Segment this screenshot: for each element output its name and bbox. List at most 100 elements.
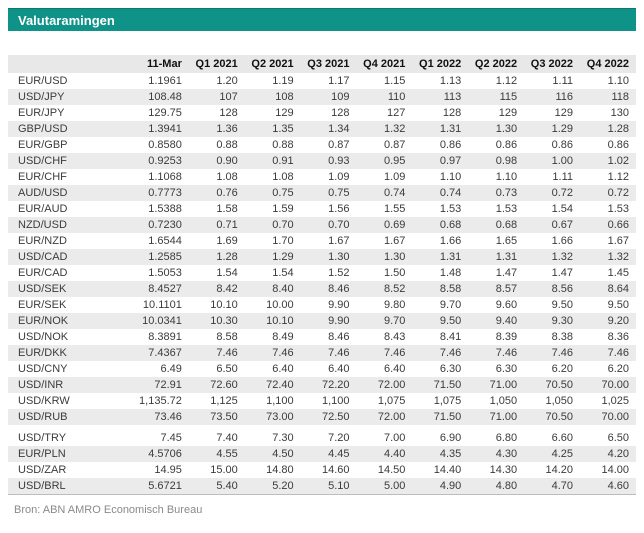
value-cell: 0.88: [272, 139, 294, 151]
table-row: USD/NOK 8.3891 8.58 8.49 8.46 8.43 8.41 8.39 8.3…: [8, 329, 636, 345]
value-cell: 71.50: [433, 411, 462, 423]
page-title: Valutaramingen: [18, 13, 115, 28]
pair-cell: EUR/CHF: [18, 171, 67, 183]
value-cell: 1,025: [601, 395, 629, 407]
value-cell: 1.65: [495, 235, 518, 247]
value-cell: 0.75: [328, 187, 350, 199]
value-cell: 10.00: [266, 299, 294, 311]
value-cell: 0.87: [328, 139, 350, 151]
value-cell: 72.50: [321, 411, 350, 423]
value-cell: 1,075: [433, 395, 462, 407]
value-cell: 1.35: [272, 123, 294, 135]
value-cell: 0.91: [272, 155, 294, 167]
value-cell: 4.55: [216, 448, 238, 460]
value-cell: 1.29: [272, 251, 294, 263]
value-cell: 1.31: [439, 123, 462, 135]
value-cell: 7.46: [495, 347, 518, 359]
value-cell: 1.53: [607, 203, 629, 215]
value-cell: 1.12: [607, 171, 629, 183]
value-cell: 1.69: [216, 235, 238, 247]
pair-cell: USD/SEK: [18, 283, 67, 295]
value-cell: 1.1068: [148, 171, 182, 183]
value-cell: 108.48: [148, 91, 182, 103]
value-cell: 1.47: [551, 267, 573, 279]
value-cell: 1.11: [552, 75, 573, 87]
pair-cell: EUR/SEK: [18, 299, 67, 311]
value-cell: 8.58: [439, 283, 462, 295]
value-cell: 7.46: [272, 347, 294, 359]
table-row: USD/CAD 1.2585 1.28 1.29 1.30 1.30 1.31 1.31 1.3…: [8, 249, 636, 265]
value-cell: 10.10: [210, 299, 238, 311]
value-cell: 109: [331, 91, 350, 103]
value-cell: 1.3941: [148, 123, 182, 135]
pair-cell: USD/BRL: [18, 480, 66, 492]
pair-cell: USD/RUB: [18, 411, 68, 423]
value-cell: 7.45: [133, 425, 189, 446]
value-cell: 5.10: [328, 480, 350, 492]
value-cell: 7.46: [551, 347, 573, 359]
value-cell: 1.28: [216, 251, 238, 263]
value-cell: 9.30: [551, 315, 573, 327]
value-cell: 7.30: [244, 425, 301, 446]
pair-cell: EUR/CAD: [18, 267, 68, 279]
value-cell: 72.00: [377, 379, 406, 391]
table-row: USD/KRW 1,135.72 1,125 1,100 1,100 1,075 1,075…: [8, 393, 636, 409]
pair-cell: EUR/PLN: [18, 448, 66, 460]
table-row: EUR/NOK 10.0341 10.30 10.10 9.90 9.70 9.50 9.40…: [8, 313, 636, 329]
value-cell: 1.20: [216, 75, 238, 87]
value-cell: 0.73: [495, 187, 518, 199]
value-cell: 128: [331, 107, 350, 119]
value-cell: 1.09: [328, 171, 350, 183]
value-cell: 0.69: [383, 219, 406, 231]
pair-cell: GBP/USD: [18, 123, 68, 135]
value-cell: 1.32: [383, 123, 406, 135]
value-cell: 7.00: [356, 425, 413, 446]
value-cell: 0.70: [328, 219, 350, 231]
value-cell: 14.95: [154, 464, 182, 476]
value-cell: 0.68: [439, 219, 462, 231]
value-cell: 7.40: [188, 425, 245, 446]
value-cell: 1.47: [495, 267, 518, 279]
value-cell: 7.4367: [148, 347, 182, 359]
value-cell: 1.15: [383, 75, 406, 87]
value-cell: 8.58: [216, 331, 238, 343]
value-cell: 0.86: [495, 139, 518, 151]
value-cell: 0.71: [216, 219, 238, 231]
value-cell: 1.67: [328, 235, 350, 247]
pair-cell: EUR/NZD: [18, 235, 67, 247]
value-cell: 0.7773: [148, 187, 182, 199]
value-cell: 72.40: [266, 379, 294, 391]
value-cell: 110: [387, 91, 406, 103]
value-cell: 1.30: [383, 251, 406, 263]
value-cell: 0.75: [272, 187, 294, 199]
value-cell: 1,125: [210, 395, 238, 407]
column-header: Q2 2022: [474, 58, 518, 70]
value-cell: 6.50: [580, 425, 636, 446]
value-cell: 0.86: [439, 139, 462, 151]
value-cell: 0.86: [551, 139, 573, 151]
pair-cell: EUR/USD: [18, 75, 68, 87]
table-row: USD/RUB 73.46 73.50 73.00 72.50 72.00 71.50 71.…: [8, 409, 636, 428]
value-cell: 1.34: [328, 123, 350, 135]
table-row: GBP/USD 1.3941 1.36 1.35 1.34 1.32 1.31 1.30 1.2…: [8, 121, 636, 137]
value-cell: 1.67: [383, 235, 406, 247]
value-cell: 4.60: [607, 480, 629, 492]
value-cell: 1.6544: [148, 235, 182, 247]
value-cell: 1,100: [321, 395, 350, 407]
value-cell: 1.2585: [148, 251, 182, 263]
table-row: AUD/USD 0.7773 0.76 0.75 0.75 0.74 0.74 0.73 0.7…: [8, 185, 636, 201]
value-cell: 4.20: [607, 448, 629, 460]
value-cell: 0.66: [607, 219, 629, 231]
value-cell: 14.20: [545, 464, 573, 476]
value-cell: 1.67: [607, 235, 629, 247]
value-cell: 4.70: [551, 480, 573, 492]
value-cell: 14.30: [489, 464, 518, 476]
value-cell: 0.74: [383, 187, 406, 199]
value-cell: 107: [219, 91, 238, 103]
value-cell: 9.90: [328, 315, 350, 327]
value-cell: 73.00: [266, 411, 294, 423]
value-cell: 8.56: [551, 283, 573, 295]
pair-cell: USD/CHF: [18, 155, 67, 167]
pair-cell: USD/CNY: [18, 363, 68, 375]
value-cell: 5.20: [272, 480, 294, 492]
